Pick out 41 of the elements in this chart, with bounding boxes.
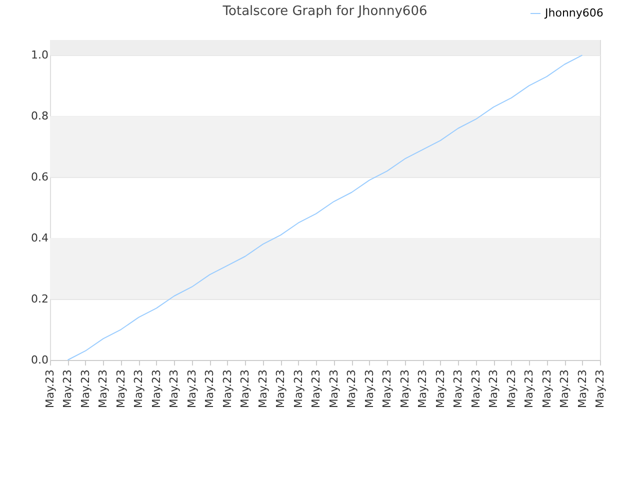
- x-tick-label: May.23: [256, 370, 270, 408]
- x-tick-label: May.23: [132, 370, 146, 408]
- x-tick-label: May.23: [522, 370, 536, 408]
- y-tick-label: 0.8: [31, 110, 48, 123]
- line-series: [67, 54, 583, 360]
- x-tick-label: May.23: [362, 370, 376, 408]
- x-tick-label: May.23: [540, 370, 554, 408]
- y-tick-label: 0.0: [31, 354, 48, 366]
- x-tick-label: May.23: [434, 370, 447, 408]
- x-tick-label: May.23: [310, 370, 323, 408]
- x-tick-label: May.23: [274, 370, 288, 408]
- x-tick-label: May.23: [114, 370, 128, 408]
- x-tick-label: May.23: [203, 370, 216, 408]
- x-tick-label: May.23: [220, 370, 234, 408]
- x-tick-label: May.23: [168, 370, 181, 408]
- x-tick-label: May.23: [504, 370, 518, 408]
- x-tick-label: May.23: [44, 370, 56, 408]
- x-tick-label: May.23: [61, 370, 74, 408]
- x-tick-label: May.23: [594, 370, 606, 408]
- x-tick-label: May.23: [78, 370, 92, 408]
- x-tick-label: May.23: [452, 370, 465, 408]
- x-tick-label: May.23: [292, 370, 305, 408]
- legend-label: Jhonny606: [544, 6, 604, 20]
- x-tick-label: May.23: [150, 370, 163, 408]
- y-tick-label: 1.0: [31, 48, 48, 62]
- x-tick-label: May.23: [416, 370, 430, 408]
- x-tick-label: May.23: [380, 370, 394, 408]
- x-tick-label: May.23: [558, 370, 572, 408]
- x-tick-label: May.23: [185, 370, 198, 408]
- x-tick-label: May.23: [327, 370, 340, 408]
- x-tick-label: May.23: [576, 370, 589, 408]
- x-tick-label: May.23: [345, 370, 358, 408]
- y-tick-label: 0.6: [31, 170, 48, 184]
- x-tick-label: May.23: [238, 370, 252, 408]
- x-tick-label: May.23: [469, 370, 482, 408]
- y-tick-label: 0.4: [31, 232, 48, 245]
- chart-title: Totalscore Graph for Jhonny606: [222, 4, 428, 19]
- y-tick-label: 0.2: [31, 292, 48, 306]
- x-tick-label: May.23: [487, 370, 500, 408]
- x-tick-label: May.23: [96, 370, 110, 408]
- x-tick-label: May.23: [398, 370, 412, 408]
